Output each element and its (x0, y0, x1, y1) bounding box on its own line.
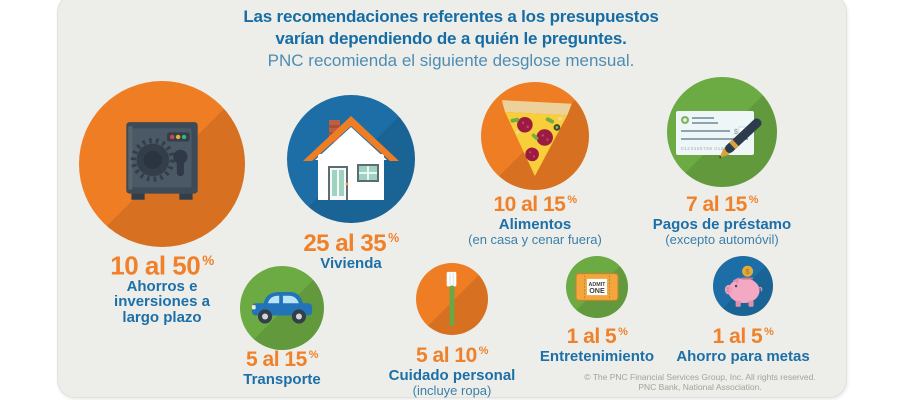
svg-text:$: $ (746, 267, 750, 276)
sublabel-loans: (excepto automóvil) (665, 231, 779, 247)
range-loans: 7 al 15% (686, 193, 758, 216)
toothbrush-icon (446, 271, 457, 327)
caption-entertainment: 1 al 5% Entretenimiento (497, 321, 697, 365)
safe-icon (126, 122, 198, 200)
label-goal-savings: Ahorro para metas (676, 348, 810, 365)
ticket-icon: ADMIT ONE (575, 273, 619, 301)
caption-personal-care: 5 al 10% Cuidado personal (incluye ropa) (352, 340, 552, 398)
range-transport: 5 al 15% (246, 348, 318, 371)
circle-savings (79, 81, 245, 247)
label-food: Alimentos (498, 216, 572, 233)
title-line-1: Las recomendaciones referentes a los pre… (243, 7, 659, 26)
range-food: 10 al 15% (493, 193, 577, 216)
caption-savings: 10 al 50% Ahorros e inversiones a largo … (52, 249, 272, 325)
caption-food: 10 al 15% Alimentos (en casa y cenar fue… (435, 189, 635, 247)
label-transport: Transporte (243, 371, 321, 388)
range-personal-care: 5 al 10% (416, 344, 488, 367)
caption-loans: 7 al 15% Pagos de préstamo (excepto auto… (617, 189, 827, 247)
sublabel-personal-care: (incluye ropa) (412, 382, 492, 398)
svg-text:$: $ (734, 129, 738, 136)
range-goal-savings: 1 al 5% (712, 325, 774, 348)
copyright-line-2: PNC Bank, National Association. (638, 381, 762, 392)
label-housing: Vivienda (320, 255, 382, 272)
label-personal-care: Cuidado personal (388, 367, 516, 384)
infographic-header: Las recomendaciones referentes a los pre… (57, 6, 845, 72)
caption-housing: 25 al 35% Vivienda (251, 227, 451, 272)
caption-goal-savings: 1 al 5% Ahorro para metas (643, 321, 843, 365)
svg-text:0123456789 0123: 0123456789 0123 (681, 146, 727, 151)
circle-housing (287, 95, 415, 223)
svg-text:ONE: ONE (589, 287, 605, 295)
subtitle: PNC recomienda el siguiente desglose men… (267, 51, 635, 70)
circle-entertainment: ADMIT ONE (566, 256, 628, 318)
range-entertainment: 1 al 5% (566, 325, 628, 348)
copyright-footer: © The PNC Financial Services Group, Inc.… (545, 372, 855, 392)
range-savings: 10 al 50% (110, 250, 214, 281)
label-savings: Ahorros e inversiones a largo plazo (114, 277, 210, 326)
sublabel-food: (en casa y cenar fuera) (468, 231, 602, 247)
circle-personal-care (416, 263, 488, 335)
circle-goal-savings: $ (713, 256, 773, 316)
circle-loans: $ 0123456789 0123 (667, 77, 777, 187)
label-loans: Pagos de préstamo (652, 216, 792, 233)
caption-transport: 5 al 15% Transporte (192, 344, 372, 388)
piggy-bank-icon: $ (724, 265, 763, 307)
check-pen-icon: $ 0123456789 0123 (676, 111, 762, 159)
title-line-2: varían dependiendo de a quién le pregunt… (275, 29, 627, 48)
pizza-icon (501, 100, 572, 176)
circle-transport (240, 266, 324, 350)
svg-text:ADMIT: ADMIT (589, 282, 607, 288)
copyright-line-1: © The PNC Financial Services Group, Inc.… (584, 372, 816, 382)
car-icon (251, 292, 313, 324)
circle-food (481, 82, 589, 190)
label-entertainment: Entretenimiento (539, 348, 655, 365)
range-housing: 25 al 35% (303, 230, 399, 257)
house-icon (303, 116, 399, 200)
